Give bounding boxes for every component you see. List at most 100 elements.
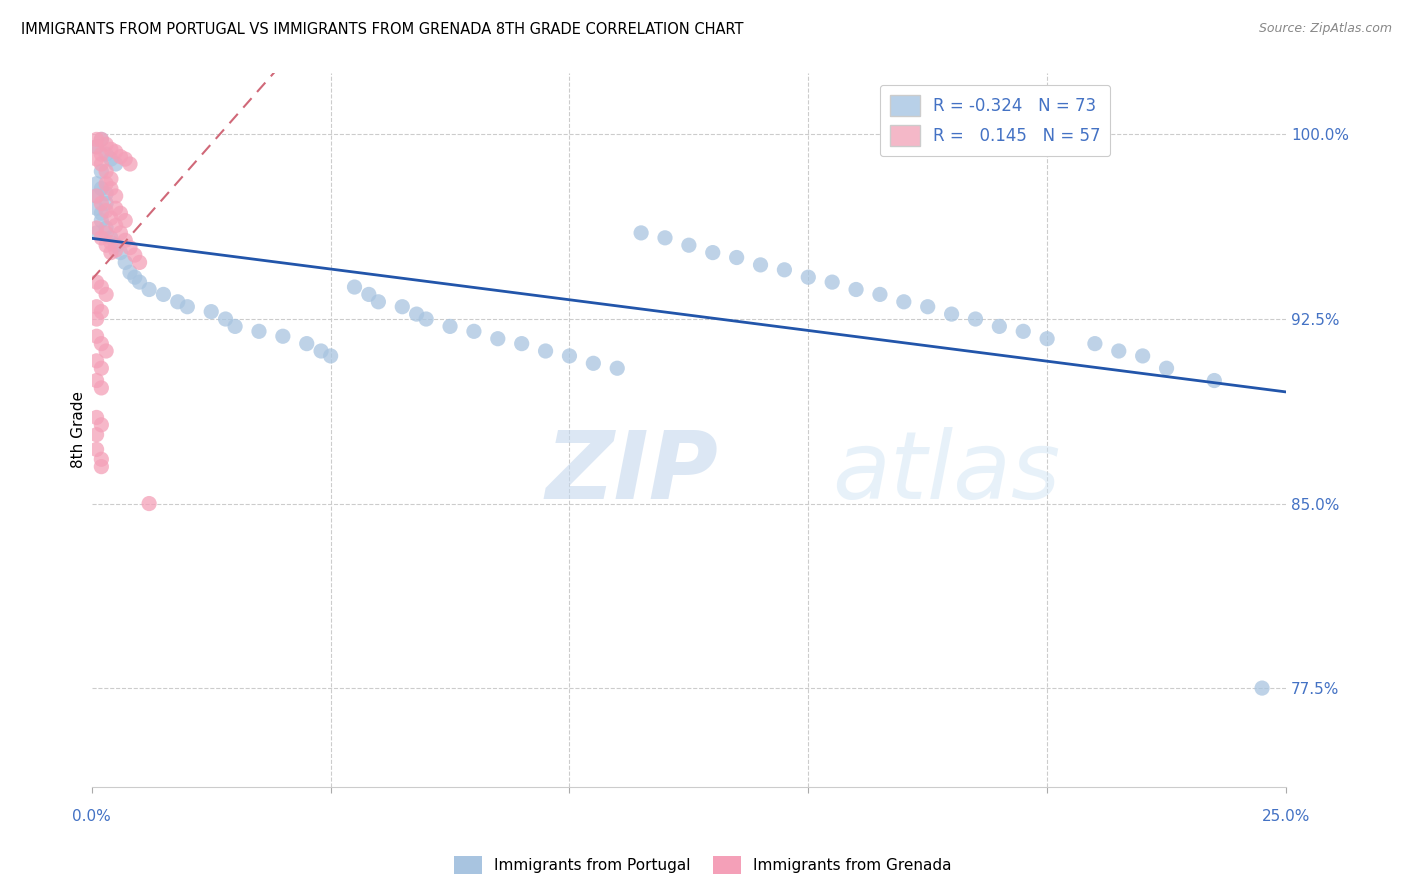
Point xyxy=(110,150,132,164)
Point xyxy=(86,374,108,388)
Point xyxy=(86,226,108,240)
Text: IMMIGRANTS FROM PORTUGAL VS IMMIGRANTS FROM GRENADA 8TH GRADE CORRELATION CHART: IMMIGRANTS FROM PORTUGAL VS IMMIGRANTS F… xyxy=(21,22,744,37)
Point xyxy=(90,361,112,376)
Point xyxy=(94,196,117,211)
Point xyxy=(114,152,136,166)
Point xyxy=(630,226,652,240)
Point xyxy=(463,324,485,338)
Point xyxy=(86,152,108,166)
Point xyxy=(271,329,294,343)
Point xyxy=(90,196,112,211)
Point xyxy=(86,189,108,203)
Point xyxy=(90,132,112,146)
Point xyxy=(110,245,132,260)
Point xyxy=(1108,344,1130,359)
Point xyxy=(917,300,939,314)
Point xyxy=(90,381,112,395)
Point xyxy=(124,248,146,262)
Point xyxy=(94,287,117,301)
Point xyxy=(1084,336,1107,351)
Point xyxy=(797,270,820,285)
Point xyxy=(486,332,509,346)
Point xyxy=(1132,349,1154,363)
Point xyxy=(104,238,127,252)
Point xyxy=(124,270,146,285)
Point xyxy=(104,202,127,216)
Point xyxy=(1036,332,1059,346)
Point xyxy=(893,294,915,309)
Point xyxy=(558,349,581,363)
Point xyxy=(138,497,160,511)
Point xyxy=(86,189,108,203)
Point xyxy=(415,312,437,326)
Point xyxy=(90,336,112,351)
Point xyxy=(90,164,112,178)
Point xyxy=(86,300,108,314)
Point xyxy=(104,189,127,203)
Legend: R = -0.324   N = 73, R =   0.145   N = 57: R = -0.324 N = 73, R = 0.145 N = 57 xyxy=(880,85,1111,156)
Legend: Immigrants from Portugal, Immigrants from Grenada: Immigrants from Portugal, Immigrants fro… xyxy=(449,850,957,880)
Point xyxy=(176,300,198,314)
Point xyxy=(100,211,122,226)
Point xyxy=(749,258,772,272)
Point xyxy=(94,186,117,201)
Point xyxy=(1251,681,1274,695)
Point xyxy=(90,452,112,467)
Text: atlas: atlas xyxy=(832,427,1060,518)
Point xyxy=(367,294,389,309)
Point xyxy=(100,152,122,166)
Point xyxy=(821,275,844,289)
Point xyxy=(90,280,112,294)
Point xyxy=(582,356,605,370)
Point xyxy=(309,344,332,359)
Point xyxy=(90,459,112,474)
Point xyxy=(86,140,108,154)
Point xyxy=(988,319,1011,334)
Point xyxy=(1156,361,1178,376)
Point xyxy=(773,262,796,277)
Point xyxy=(104,243,127,257)
Point xyxy=(965,312,987,326)
Point xyxy=(678,238,700,252)
Point xyxy=(295,336,318,351)
Text: 25.0%: 25.0% xyxy=(1261,809,1310,824)
Point xyxy=(118,157,141,171)
Point xyxy=(90,206,112,220)
Point xyxy=(439,319,461,334)
Point xyxy=(200,304,222,318)
Point xyxy=(725,251,748,265)
Point xyxy=(845,283,868,297)
Point xyxy=(86,312,108,326)
Point xyxy=(100,231,122,245)
Point xyxy=(128,275,150,289)
Text: 0.0%: 0.0% xyxy=(73,809,111,824)
Point xyxy=(94,177,117,191)
Point xyxy=(94,221,117,235)
Point xyxy=(86,442,108,457)
Point xyxy=(100,245,122,260)
Point xyxy=(90,304,112,318)
Point xyxy=(247,324,270,338)
Point xyxy=(94,147,117,161)
Point xyxy=(86,354,108,368)
Point xyxy=(114,233,136,247)
Point xyxy=(90,231,112,245)
Point xyxy=(510,336,533,351)
Point xyxy=(94,226,117,240)
Point xyxy=(100,181,122,195)
Point xyxy=(94,164,117,178)
Point xyxy=(606,361,628,376)
Point xyxy=(94,238,117,252)
Point xyxy=(319,349,342,363)
Point xyxy=(869,287,891,301)
Point xyxy=(110,206,132,220)
Point xyxy=(110,226,132,240)
Point xyxy=(86,410,108,425)
Point xyxy=(654,231,676,245)
Point xyxy=(702,245,724,260)
Point xyxy=(86,275,108,289)
Point xyxy=(90,157,112,171)
Point xyxy=(114,255,136,269)
Point xyxy=(941,307,963,321)
Point xyxy=(128,255,150,269)
